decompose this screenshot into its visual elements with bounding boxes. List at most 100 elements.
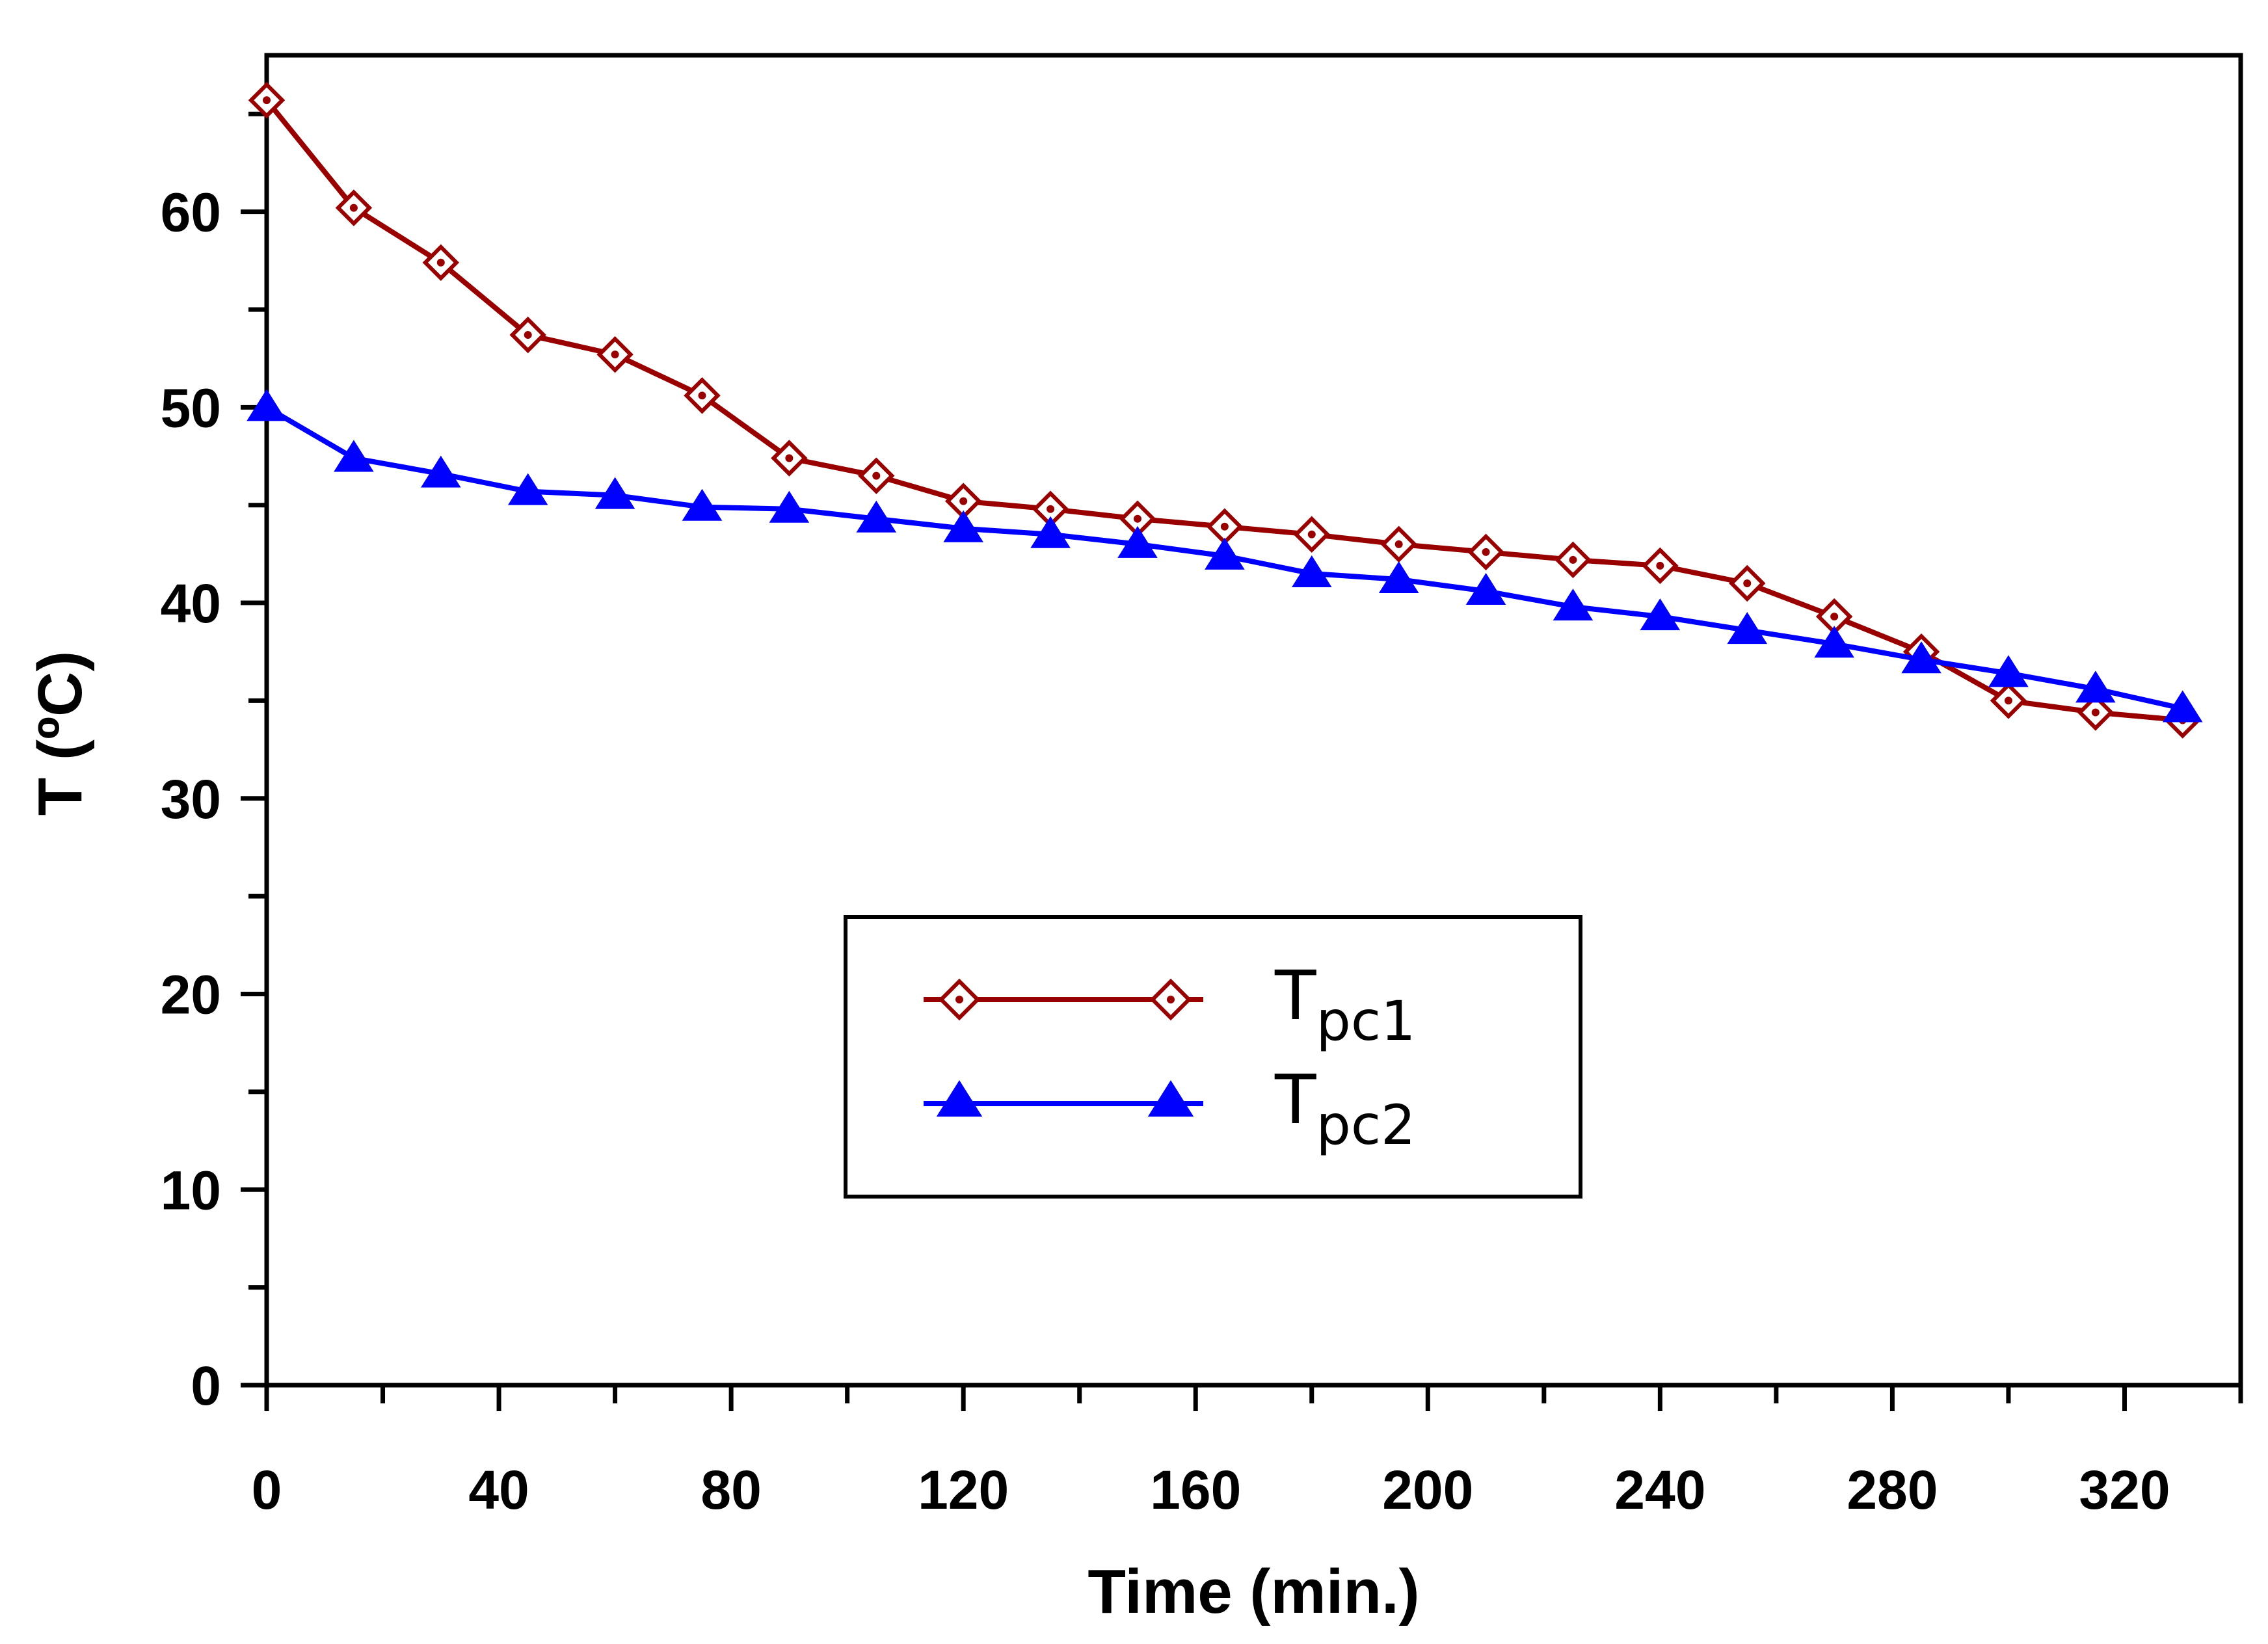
triangle-marker <box>1640 598 1681 631</box>
triangle-marker <box>2075 670 2116 703</box>
diamond-dot <box>524 331 532 339</box>
diamond-dot <box>872 471 881 480</box>
triangle-marker <box>769 490 810 523</box>
triangle-marker <box>420 455 461 488</box>
triangle-marker <box>1727 612 1768 644</box>
plot-frame <box>264 53 2243 1388</box>
diamond-dot <box>349 204 358 212</box>
diamond-dot <box>1394 540 1403 548</box>
diamond-dot <box>1307 530 1316 538</box>
legend-label-subscript: pc1 <box>1316 989 1416 1053</box>
triangle-marker <box>1030 516 1071 548</box>
triangle-marker <box>856 500 897 533</box>
diamond-dot <box>1482 548 1490 556</box>
diamond-dot <box>1569 555 1577 564</box>
legend-label-subscript: pc2 <box>1316 1093 1416 1157</box>
diamond-dot <box>2004 696 2012 705</box>
diamond-dot <box>955 996 963 1003</box>
triangle-marker <box>507 473 548 505</box>
diamond-marker <box>858 457 895 494</box>
legend-label: Tpc2 <box>1274 1060 1415 1157</box>
series-tpc2 <box>247 389 2203 723</box>
diamond-marker <box>1642 547 1679 585</box>
diamond-marker <box>1990 682 2027 719</box>
diamond-dot <box>263 96 271 105</box>
diamond-dot <box>1133 514 1141 523</box>
triangle-marker <box>1117 525 1158 558</box>
x-tick-label: 40 <box>468 1459 529 1520</box>
legend-entry-tpc2: Tpc2 <box>924 1060 1415 1157</box>
diamond-marker <box>422 244 460 282</box>
diamond-dot <box>698 391 706 400</box>
triangle-marker <box>1901 641 1941 674</box>
diamond-dot <box>1167 996 1175 1003</box>
y-tick-label: 50 <box>161 377 221 438</box>
x-tick-label: 280 <box>1847 1459 1938 1520</box>
x-tick-label: 120 <box>918 1459 1009 1520</box>
diamond-marker <box>1554 541 1592 579</box>
triangle-marker <box>943 510 983 542</box>
diamond-marker <box>1380 525 1417 563</box>
diamond-marker <box>684 377 721 414</box>
x-tick-label: 200 <box>1382 1459 1473 1520</box>
diamond-marker <box>1293 516 1331 553</box>
y-axis-title: T (ºC) <box>25 651 95 816</box>
diamond-dot <box>785 454 794 462</box>
triangle-marker <box>1814 626 1854 658</box>
x-tick-label: 0 <box>252 1459 282 1520</box>
diamond-dot <box>611 351 619 359</box>
y-tick-label: 20 <box>161 964 221 1026</box>
legend-label: Tpc1 <box>1274 956 1415 1053</box>
diamond-marker <box>771 440 808 477</box>
legend-entry-tpc1: Tpc1 <box>924 956 1415 1053</box>
x-tick-label: 160 <box>1150 1459 1241 1520</box>
triangle-marker <box>1465 573 1506 605</box>
diamond-dot <box>959 497 968 505</box>
diamond-marker <box>596 336 634 373</box>
series-tpc1 <box>248 81 2201 739</box>
diamond-marker <box>1206 508 1244 546</box>
triangle-marker <box>1988 655 2029 687</box>
legend-label-main: T <box>1274 956 1316 1035</box>
x-tick-label: 240 <box>1614 1459 1705 1520</box>
triangle-marker <box>334 440 374 472</box>
triangle-marker <box>1291 555 1332 587</box>
triangle-marker <box>1205 537 1245 570</box>
diamond-marker <box>248 81 286 119</box>
y-tick-label: 40 <box>161 573 221 634</box>
triangle-marker <box>594 477 635 509</box>
diamond-dot <box>1047 505 1055 513</box>
series-line <box>264 98 2183 723</box>
series-layer <box>247 81 2203 739</box>
diamond-marker <box>1467 533 1504 571</box>
diamond-marker <box>1729 564 1766 602</box>
triangle-marker <box>682 488 723 521</box>
diamond-dot <box>1656 561 1664 570</box>
axes-layer: 0 40 80 120 160 200 240 280 320 0 10 20 30 40 50 60 <box>161 53 2243 1520</box>
triangle-marker <box>1553 589 1594 621</box>
diamond-dot <box>2091 708 2100 717</box>
triangle-marker <box>1378 561 1419 593</box>
legend-label-main: T <box>1274 1060 1316 1139</box>
triangle-marker <box>1147 1080 1194 1117</box>
triangle-marker <box>247 389 287 421</box>
diamond-marker <box>335 189 373 226</box>
diamond-marker <box>938 978 981 1021</box>
diamond-marker <box>1149 978 1192 1021</box>
y-tick-label: 0 <box>191 1355 221 1416</box>
diamond-marker <box>2077 694 2115 731</box>
triangle-marker <box>2162 690 2203 723</box>
diamond-dot <box>1830 613 1839 621</box>
diamond-dot <box>1220 522 1229 531</box>
triangle-marker <box>936 1080 983 1117</box>
diamond-dot <box>1743 579 1752 587</box>
x-tick-label: 80 <box>700 1459 761 1520</box>
x-tick-label: 320 <box>2079 1459 2170 1520</box>
x-axis-title: Time (min.) <box>1087 1557 1419 1626</box>
y-tick-label: 30 <box>161 769 221 830</box>
legend-box <box>844 915 1582 1199</box>
y-tick-label: 10 <box>161 1160 221 1221</box>
diamond-dot <box>436 258 445 267</box>
